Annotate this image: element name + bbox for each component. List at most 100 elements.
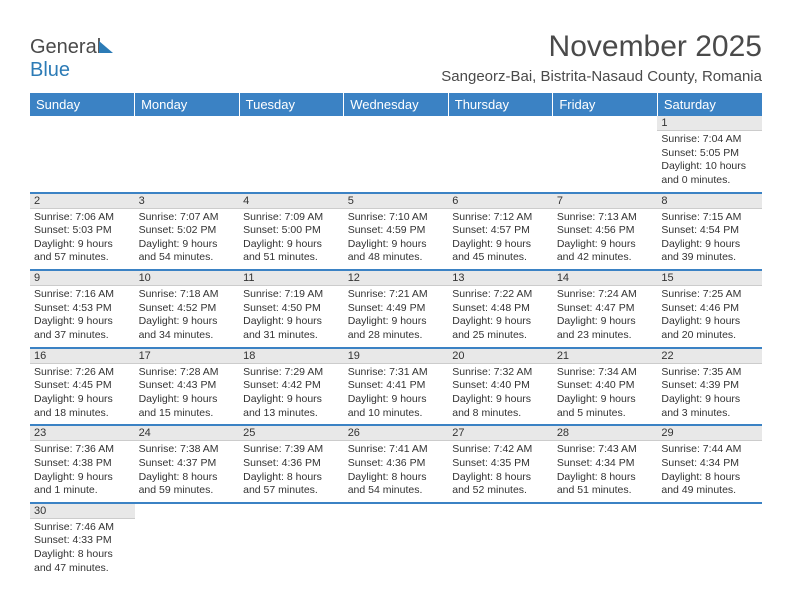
day-number: 26 [344, 426, 449, 441]
day-content: Sunrise: 7:34 AMSunset: 4:40 PMDaylight:… [553, 364, 658, 425]
day-number: 18 [239, 349, 344, 364]
day-content: Sunrise: 7:44 AMSunset: 4:34 PMDaylight:… [657, 441, 762, 502]
day-content: Sunrise: 7:43 AMSunset: 4:34 PMDaylight:… [553, 441, 658, 502]
day-content: Sunrise: 7:18 AMSunset: 4:52 PMDaylight:… [135, 286, 240, 347]
calendar-day-cell: 14Sunrise: 7:24 AMSunset: 4:47 PMDayligh… [553, 270, 658, 348]
calendar-day-cell: 19Sunrise: 7:31 AMSunset: 4:41 PMDayligh… [344, 348, 449, 426]
day-number: 25 [239, 426, 344, 441]
weekday-header: Thursday [448, 93, 553, 116]
day-content: Sunrise: 7:21 AMSunset: 4:49 PMDaylight:… [344, 286, 449, 347]
calendar-day-cell: 8Sunrise: 7:15 AMSunset: 4:54 PMDaylight… [657, 193, 762, 271]
brand-logo: General Blue [30, 30, 113, 82]
brand-name: General Blue [30, 36, 113, 82]
weekday-header: Friday [553, 93, 658, 116]
day-content: Sunrise: 7:13 AMSunset: 4:56 PMDaylight:… [553, 209, 658, 270]
calendar-day-cell: 16Sunrise: 7:26 AMSunset: 4:45 PMDayligh… [30, 348, 135, 426]
day-content: Sunrise: 7:29 AMSunset: 4:42 PMDaylight:… [239, 364, 344, 425]
day-number: 22 [657, 349, 762, 364]
day-number: 15 [657, 271, 762, 286]
calendar-day-cell: 13Sunrise: 7:22 AMSunset: 4:48 PMDayligh… [448, 270, 553, 348]
calendar-day-cell [239, 503, 344, 580]
day-number: 8 [657, 194, 762, 209]
day-content: Sunrise: 7:04 AMSunset: 5:05 PMDaylight:… [657, 131, 762, 192]
day-content: Sunrise: 7:41 AMSunset: 4:36 PMDaylight:… [344, 441, 449, 502]
calendar-day-cell [135, 503, 240, 580]
day-content: Sunrise: 7:06 AMSunset: 5:03 PMDaylight:… [30, 209, 135, 270]
day-content: Sunrise: 7:09 AMSunset: 5:00 PMDaylight:… [239, 209, 344, 270]
day-number: 1 [657, 116, 762, 131]
day-content: Sunrise: 7:19 AMSunset: 4:50 PMDaylight:… [239, 286, 344, 347]
calendar-day-cell: 17Sunrise: 7:28 AMSunset: 4:43 PMDayligh… [135, 348, 240, 426]
calendar-day-cell: 5Sunrise: 7:10 AMSunset: 4:59 PMDaylight… [344, 193, 449, 271]
day-number: 12 [344, 271, 449, 286]
calendar-day-cell: 6Sunrise: 7:12 AMSunset: 4:57 PMDaylight… [448, 193, 553, 271]
calendar-day-cell: 10Sunrise: 7:18 AMSunset: 4:52 PMDayligh… [135, 270, 240, 348]
calendar-day-cell: 9Sunrise: 7:16 AMSunset: 4:53 PMDaylight… [30, 270, 135, 348]
calendar-week-row: 2Sunrise: 7:06 AMSunset: 5:03 PMDaylight… [30, 193, 762, 271]
calendar-day-cell: 7Sunrise: 7:13 AMSunset: 4:56 PMDaylight… [553, 193, 658, 271]
calendar-day-cell: 24Sunrise: 7:38 AMSunset: 4:37 PMDayligh… [135, 425, 240, 503]
day-content: Sunrise: 7:35 AMSunset: 4:39 PMDaylight:… [657, 364, 762, 425]
day-content: Sunrise: 7:32 AMSunset: 4:40 PMDaylight:… [448, 364, 553, 425]
weekday-header: Wednesday [344, 93, 449, 116]
weekday-header: Monday [135, 93, 240, 116]
day-number: 2 [30, 194, 135, 209]
brand-name-part1: General [30, 36, 101, 58]
day-number: 30 [30, 504, 135, 519]
day-number: 5 [344, 194, 449, 209]
day-number: 11 [239, 271, 344, 286]
day-number: 20 [448, 349, 553, 364]
calendar-week-row: 30Sunrise: 7:46 AMSunset: 4:33 PMDayligh… [30, 503, 762, 580]
day-number: 3 [135, 194, 240, 209]
day-content: Sunrise: 7:38 AMSunset: 4:37 PMDaylight:… [135, 441, 240, 502]
calendar-day-cell [344, 503, 449, 580]
day-number: 21 [553, 349, 658, 364]
calendar-day-cell: 21Sunrise: 7:34 AMSunset: 4:40 PMDayligh… [553, 348, 658, 426]
day-content: Sunrise: 7:46 AMSunset: 4:33 PMDaylight:… [30, 519, 135, 580]
calendar-day-cell: 3Sunrise: 7:07 AMSunset: 5:02 PMDaylight… [135, 193, 240, 271]
day-number: 17 [135, 349, 240, 364]
brand-name-part2: Blue [30, 59, 70, 81]
calendar-body: 1Sunrise: 7:04 AMSunset: 5:05 PMDaylight… [30, 116, 762, 579]
calendar-week-row: 16Sunrise: 7:26 AMSunset: 4:45 PMDayligh… [30, 348, 762, 426]
brand-sail-icon [99, 41, 113, 53]
day-content: Sunrise: 7:42 AMSunset: 4:35 PMDaylight:… [448, 441, 553, 502]
calendar-day-cell [553, 503, 658, 580]
header: General Blue November 2025 Sangeorz-Bai,… [30, 30, 762, 85]
page-root: General Blue November 2025 Sangeorz-Bai,… [0, 0, 792, 589]
calendar-day-cell: 22Sunrise: 7:35 AMSunset: 4:39 PMDayligh… [657, 348, 762, 426]
calendar-day-cell [344, 116, 449, 193]
calendar-table: SundayMondayTuesdayWednesdayThursdayFrid… [30, 93, 762, 579]
day-number: 9 [30, 271, 135, 286]
day-content: Sunrise: 7:39 AMSunset: 4:36 PMDaylight:… [239, 441, 344, 502]
day-number: 14 [553, 271, 658, 286]
calendar-day-cell [448, 503, 553, 580]
calendar-day-cell: 25Sunrise: 7:39 AMSunset: 4:36 PMDayligh… [239, 425, 344, 503]
day-number: 13 [448, 271, 553, 286]
day-content: Sunrise: 7:12 AMSunset: 4:57 PMDaylight:… [448, 209, 553, 270]
calendar-day-cell: 28Sunrise: 7:43 AMSunset: 4:34 PMDayligh… [553, 425, 658, 503]
day-number: 4 [239, 194, 344, 209]
day-number: 24 [135, 426, 240, 441]
month-title: November 2025 [441, 30, 762, 64]
calendar-day-cell [135, 116, 240, 193]
calendar-day-cell: 29Sunrise: 7:44 AMSunset: 4:34 PMDayligh… [657, 425, 762, 503]
calendar-day-cell: 20Sunrise: 7:32 AMSunset: 4:40 PMDayligh… [448, 348, 553, 426]
calendar-week-row: 23Sunrise: 7:36 AMSunset: 4:38 PMDayligh… [30, 425, 762, 503]
calendar-day-cell: 1Sunrise: 7:04 AMSunset: 5:05 PMDaylight… [657, 116, 762, 193]
day-content: Sunrise: 7:31 AMSunset: 4:41 PMDaylight:… [344, 364, 449, 425]
calendar-day-cell: 2Sunrise: 7:06 AMSunset: 5:03 PMDaylight… [30, 193, 135, 271]
calendar-week-row: 9Sunrise: 7:16 AMSunset: 4:53 PMDaylight… [30, 270, 762, 348]
location-text: Sangeorz-Bai, Bistrita-Nasaud County, Ro… [441, 68, 762, 85]
calendar-day-cell [448, 116, 553, 193]
day-number: 27 [448, 426, 553, 441]
calendar-week-row: 1Sunrise: 7:04 AMSunset: 5:05 PMDaylight… [30, 116, 762, 193]
calendar-day-cell: 4Sunrise: 7:09 AMSunset: 5:00 PMDaylight… [239, 193, 344, 271]
calendar-day-cell [553, 116, 658, 193]
weekday-header: Sunday [30, 93, 135, 116]
day-content: Sunrise: 7:25 AMSunset: 4:46 PMDaylight:… [657, 286, 762, 347]
day-content: Sunrise: 7:28 AMSunset: 4:43 PMDaylight:… [135, 364, 240, 425]
title-block: November 2025 Sangeorz-Bai, Bistrita-Nas… [441, 30, 762, 85]
calendar-day-cell: 23Sunrise: 7:36 AMSunset: 4:38 PMDayligh… [30, 425, 135, 503]
calendar-day-cell: 26Sunrise: 7:41 AMSunset: 4:36 PMDayligh… [344, 425, 449, 503]
